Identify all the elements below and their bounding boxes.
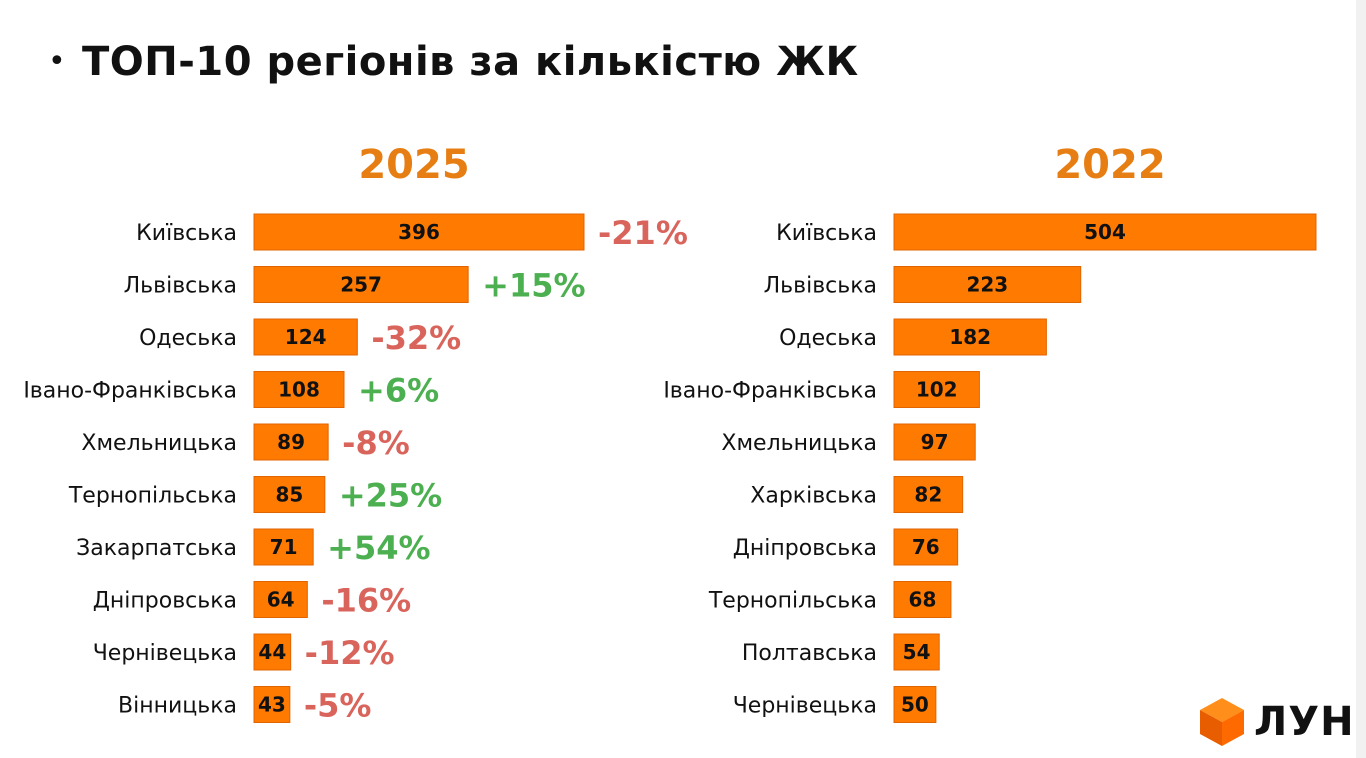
value-label: 108 — [278, 378, 320, 402]
slide-edge — [1356, 0, 1366, 758]
category-label: Дніпровська — [93, 589, 237, 614]
bar — [253, 266, 469, 303]
value-label: 124 — [285, 325, 327, 349]
bar — [253, 476, 326, 513]
change-label: +15% — [482, 267, 585, 305]
category-label: Львівська — [124, 274, 237, 299]
bar — [893, 686, 937, 723]
bar — [253, 371, 345, 408]
bar — [253, 581, 308, 618]
bar — [893, 581, 952, 618]
category-label: Вінницька — [118, 694, 237, 719]
bar — [893, 371, 980, 408]
change-label: -5% — [304, 687, 372, 725]
category-label: Тернопільська — [708, 589, 877, 614]
category-label: Харківська — [750, 484, 877, 509]
brand-name: ЛУН — [1254, 699, 1355, 745]
orange-cube-icon — [1200, 698, 1244, 746]
change-label: +25% — [339, 477, 442, 515]
value-label: 50 — [901, 693, 929, 717]
change-label: -12% — [305, 634, 395, 672]
value-label: 54 — [903, 640, 931, 664]
bar — [253, 423, 329, 461]
chart-2022-title: 2022 — [1054, 142, 1166, 188]
bar — [893, 528, 959, 566]
category-label: Тернопільська — [68, 484, 237, 509]
category-label: Хмельницька — [81, 431, 237, 456]
change-label: -32% — [371, 319, 461, 357]
category-label: Івано-Франківська — [663, 379, 877, 404]
title-bullet: • — [48, 44, 66, 79]
bar — [253, 213, 585, 251]
value-label: 85 — [275, 483, 303, 507]
value-label: 223 — [966, 273, 1008, 297]
category-label: Хмельницька — [721, 431, 877, 456]
value-label: 504 — [1084, 220, 1126, 244]
category-label: Закарпатська — [76, 536, 237, 561]
chart-2025-panel: 2025 Київська 396 -21% Львівська 257 +15% Одес… — [23, 142, 688, 725]
slide-title-row: • ТОП-10 регіонів за кількістю ЖК — [48, 36, 859, 88]
chart-2025: Київська 396 -21% Львівська 257 +15% Одеська 12… — [23, 213, 688, 725]
value-label: 396 — [398, 220, 440, 244]
value-label: 82 — [914, 483, 942, 507]
category-label: Дніпровська — [733, 536, 877, 561]
value-label: 64 — [267, 588, 295, 612]
change-label: +6% — [358, 372, 439, 410]
bar — [253, 528, 314, 566]
change-label: -8% — [342, 424, 410, 462]
category-label: Чернівецька — [733, 694, 877, 719]
bar — [893, 266, 1082, 303]
category-label: Чернівецька — [93, 641, 237, 666]
value-label: 257 — [340, 273, 382, 297]
chart-2025-title: 2025 — [358, 142, 470, 188]
bar — [893, 318, 1047, 356]
bar — [893, 423, 976, 461]
value-label: 102 — [916, 378, 958, 402]
slide-title: ТОП-10 регіонів за кількістю ЖК — [82, 39, 859, 85]
change-label: +54% — [327, 529, 430, 567]
bar — [253, 318, 358, 356]
change-label: -21% — [598, 214, 688, 252]
category-label: Київська — [776, 221, 877, 246]
category-label: Львівська — [764, 274, 877, 299]
category-label: Одеська — [779, 326, 877, 351]
bar — [893, 633, 940, 671]
value-label: 68 — [909, 588, 937, 612]
value-label: 43 — [258, 693, 286, 717]
bar — [253, 686, 291, 723]
category-label: Київська — [136, 221, 237, 246]
value-label: 76 — [912, 535, 940, 559]
change-label: -16% — [321, 582, 411, 620]
value-label: 71 — [270, 535, 298, 559]
bar — [893, 476, 964, 513]
category-label: Полтавська — [742, 641, 877, 666]
bar — [893, 213, 1317, 251]
value-label: 97 — [921, 430, 949, 454]
value-label: 44 — [258, 640, 286, 664]
bar — [253, 633, 292, 671]
chart-2022-panel: 2022 Київська 504 Львівська 223 Одеська 182 Ів… — [640, 0, 1356, 758]
value-label: 182 — [949, 325, 991, 349]
category-label: Івано-Франківська — [23, 379, 237, 404]
chart-2022: Київська 504 Львівська 223 Одеська 182 Івано-Ф… — [663, 213, 1317, 723]
brand-logo: ЛУН — [1198, 694, 1355, 750]
value-label: 89 — [277, 430, 305, 454]
category-label: Одеська — [139, 326, 237, 351]
